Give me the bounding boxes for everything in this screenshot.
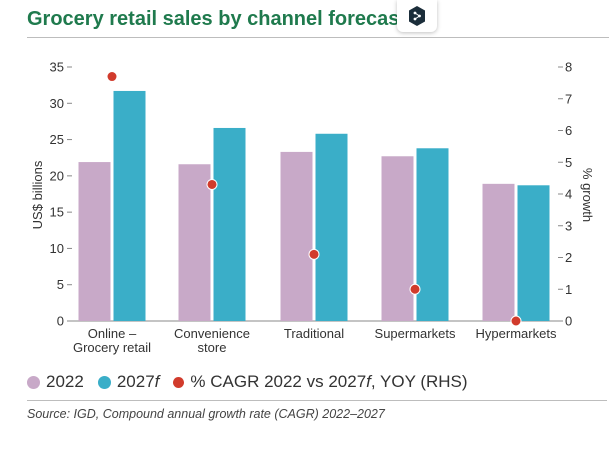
legend-label-cagr: % CAGR 2022 vs 2027f, YOY (RHS) [190, 372, 467, 392]
y-tick-label-right: 7 [565, 91, 572, 106]
legend-swatch-2022 [27, 375, 40, 389]
legend-divider [27, 400, 607, 401]
bar-2027f-1 [213, 127, 246, 322]
source-note: Source: IGD, Compound annual growth rate… [27, 407, 385, 421]
legend-label-cagr-b: , YOY (RHS) [370, 372, 468, 391]
cagr-point-4 [510, 315, 522, 327]
x-tick-label: Convenience [174, 326, 250, 341]
bar-2022-0 [78, 162, 111, 321]
y-tick-label-left: 20 [50, 168, 64, 183]
y-tick-label-right: 2 [565, 250, 572, 265]
y-axis-label-left: US$ billions [30, 160, 45, 229]
y-tick-label-right: 3 [565, 218, 572, 233]
y-axis-label-right: % growth [580, 168, 595, 222]
bar-2027f-4 [517, 185, 550, 321]
legend-label-cagr-f: f [366, 372, 371, 391]
bar-2022-3 [381, 156, 414, 321]
legend-label-cagr-a: % CAGR 2022 vs 2027 [190, 372, 367, 391]
legend: 2022 2027f % CAGR 2022 vs 2027f, YOY (RH… [27, 372, 468, 392]
cagr-point-1 [206, 178, 218, 190]
legend-label-2022: 2022 [46, 372, 84, 391]
y-tick-label-left: 30 [50, 96, 64, 111]
bar-2027f-2 [315, 133, 348, 321]
legend-swatch-cagr [173, 376, 185, 388]
x-tick-label: Grocery retail [73, 340, 151, 355]
legend-swatch-2027f [97, 375, 111, 389]
legend-label-2027: 2027 [116, 372, 155, 391]
y-tick-label-left: 10 [50, 241, 64, 256]
cagr-point-0 [106, 71, 118, 83]
bar-2027f-0 [113, 90, 146, 321]
share-icon [409, 6, 425, 26]
chart-title: Grocery retail sales by channel forecast [27, 8, 407, 30]
title-divider [27, 37, 609, 38]
legend-label-2027-f: f [154, 372, 160, 391]
y-tick-label-left: 5 [57, 277, 64, 292]
y-tick-label-right: 5 [565, 155, 572, 170]
legend-item-2022: 2022 [27, 372, 84, 392]
y-tick-label-right: 0 [565, 314, 572, 329]
bar-2022-1 [178, 164, 211, 321]
y-tick-label-left: 35 [50, 60, 64, 75]
y-tick-label-right: 8 [565, 60, 572, 75]
y-tick-label-right: 1 [565, 282, 572, 297]
legend-item-cagr: % CAGR 2022 vs 2027f, YOY (RHS) [173, 372, 468, 392]
bar-2022-4 [482, 183, 515, 321]
y-tick-label-right: 4 [565, 187, 572, 202]
x-tick-label: Traditional [284, 326, 344, 341]
y-tick-label-left: 25 [50, 132, 64, 147]
bar-2022-2 [280, 151, 313, 321]
share-button[interactable] [397, 0, 437, 32]
x-tick-label: Supermarkets [375, 326, 456, 341]
cagr-point-3 [409, 283, 421, 295]
legend-label-2027f: 2027f [117, 372, 160, 392]
legend-item-2027f: 2027f [97, 372, 160, 392]
y-tick-label-left: 0 [57, 314, 64, 329]
x-tick-label: Hypermarkets [476, 326, 557, 341]
cagr-point-2 [308, 248, 320, 260]
x-tick-label: store [198, 340, 227, 355]
y-tick-label-right: 6 [565, 123, 572, 138]
y-tick-label-left: 15 [50, 205, 64, 220]
bar-2027f-3 [416, 148, 449, 321]
x-tick-label: Online – [88, 326, 137, 341]
bar-chart: 0 5 10 15 20 25 30 35 0 1 2 3 4 5 6 7 8 Online –Grocery r… [30, 60, 595, 356]
